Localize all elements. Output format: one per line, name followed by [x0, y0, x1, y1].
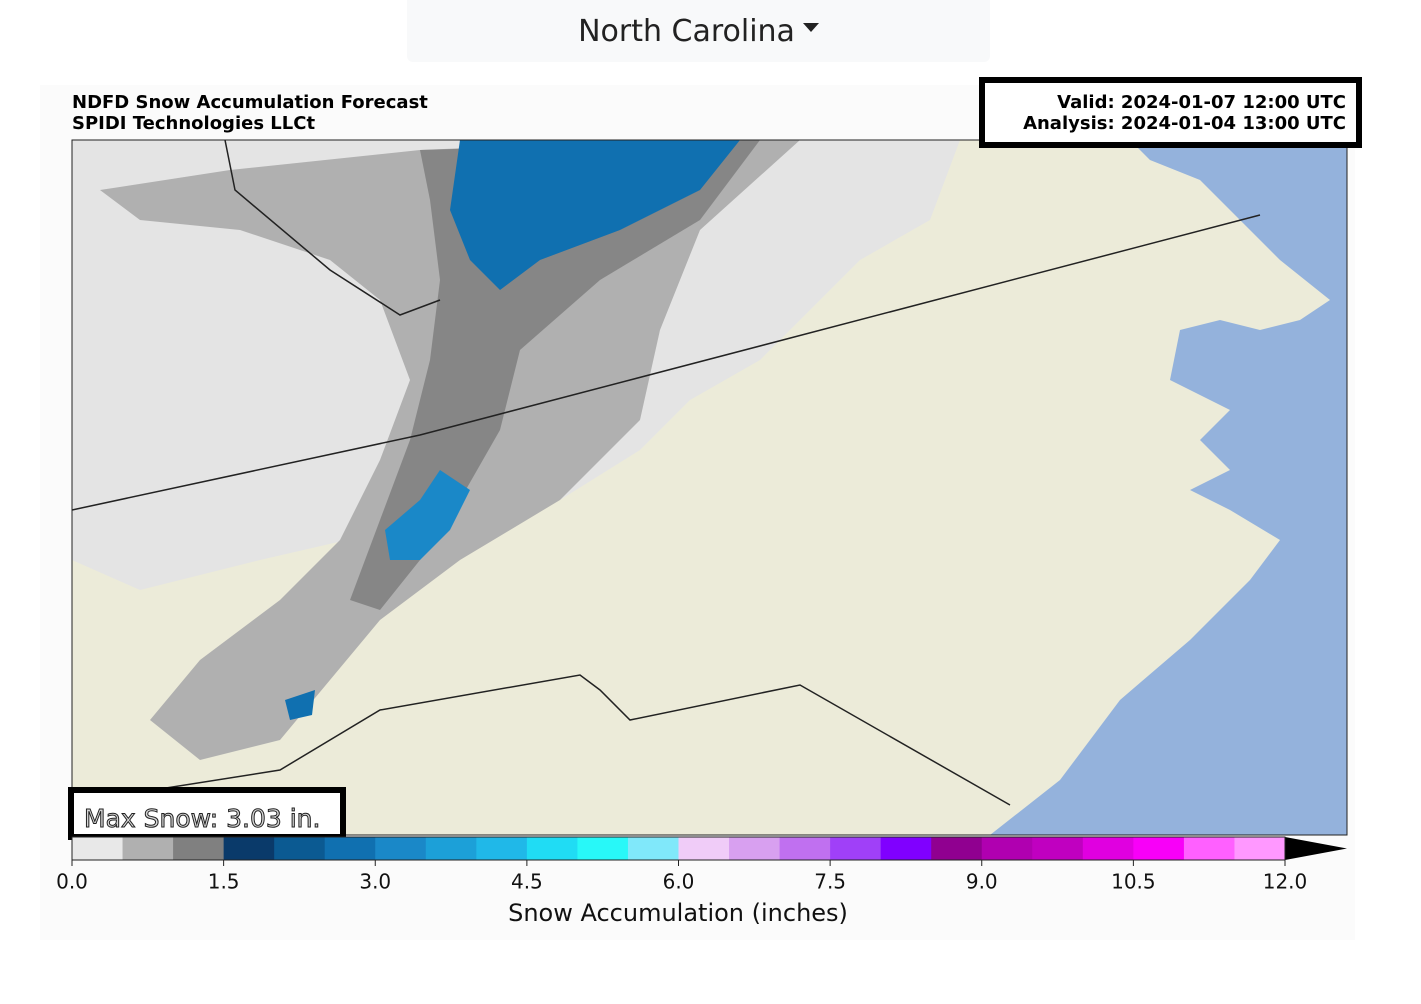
snow-blue-mid: [385, 470, 470, 560]
colorbar-tick-label: 10.5: [1111, 870, 1156, 894]
state-border: [224, 140, 441, 316]
state-border: [89, 674, 1011, 806]
colorbar-tick-label: 12.0: [1263, 870, 1308, 894]
colorbar-segment: [324, 837, 376, 860]
colorbar-segment: [627, 837, 679, 860]
colorbar-segment: [1082, 837, 1134, 860]
colorbar-segment: [880, 837, 932, 860]
colorbar-tick-label: 9.0: [966, 870, 998, 894]
colorbar-segment: [1032, 837, 1084, 860]
colorbar-segment: [223, 837, 275, 860]
colorbar-label: Snow Accumulation (inches): [508, 899, 848, 927]
colorbar-segment: [122, 837, 174, 860]
valid-time: Valid: 2024-01-07 12:00 UTC: [1057, 92, 1346, 113]
colorbar-segment: [678, 837, 730, 860]
state-dropdown[interactable]: North Carolina: [407, 0, 990, 62]
dropdown-label[interactable]: North Carolina: [578, 13, 795, 49]
colorbar-tick-label: 6.0: [663, 870, 695, 894]
colorbar-tick-label: 0.0: [56, 870, 88, 894]
colorbar-segment: [729, 837, 781, 860]
colorbar-segment: [375, 837, 427, 860]
snow-blue-north: [450, 140, 740, 290]
map: [72, 140, 1347, 835]
state-border: [72, 214, 1261, 511]
analysis-time: Analysis: 2024-01-04 13:00 UTC: [1023, 113, 1346, 134]
land-no-snow: [72, 140, 1347, 835]
colorbar-segment: [173, 837, 225, 860]
colorbar-segment: [274, 837, 326, 860]
map-subtitle: SPIDI Technologies LLCt: [72, 113, 315, 134]
colorbar-extend: [1285, 837, 1347, 860]
colorbar-tick-label: 1.5: [208, 870, 240, 894]
colorbar-tick-label: 4.5: [511, 870, 543, 894]
colorbar-segment: [577, 837, 629, 860]
caret[interactable]: [802, 22, 819, 32]
max-snow: Max Snow: 3.03 in.: [84, 804, 320, 833]
colorbar-segment: [1133, 837, 1185, 860]
map-title: NDFD Snow Accumulation Forecast: [72, 92, 428, 113]
snow-blue-south: [285, 690, 315, 720]
colorbar-tick-label: 7.5: [814, 870, 846, 894]
colorbar-tick-label: 3.0: [359, 870, 391, 894]
colorbar-segment: [779, 837, 831, 860]
colorbar-segment: [425, 837, 477, 860]
colorbar-segment: [526, 837, 578, 860]
ocean: [990, 140, 1347, 835]
colorbar-segment: [830, 837, 882, 860]
valid-box: [979, 77, 1362, 148]
colorbar-segment: [1234, 837, 1286, 860]
colorbar-segment: [931, 837, 983, 860]
colorbar-segment: [1183, 837, 1235, 860]
colorbar-segment: [72, 837, 124, 860]
colorbar-segment: [476, 837, 528, 860]
colorbar-segment: [981, 837, 1033, 860]
map-frame: [71, 139, 1348, 836]
